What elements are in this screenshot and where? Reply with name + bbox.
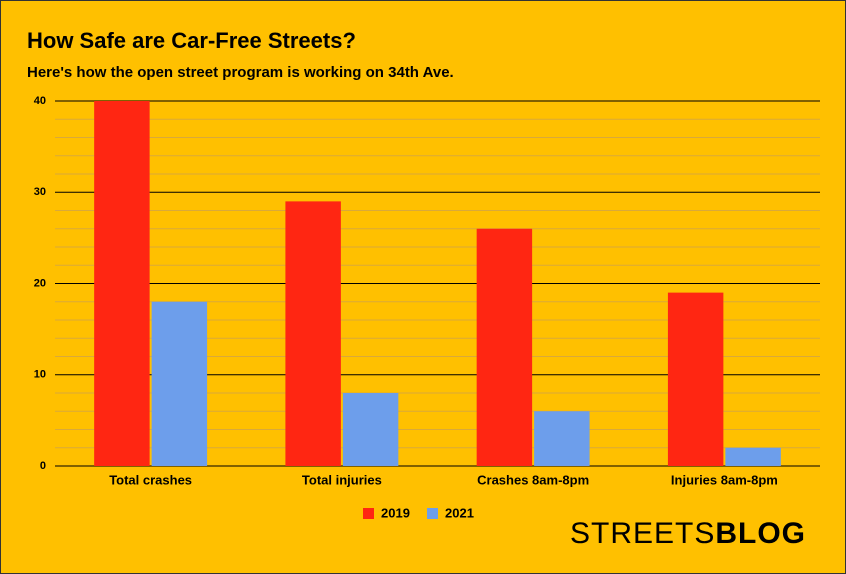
bar bbox=[476, 228, 533, 466]
x-tick-label: Total crashes bbox=[109, 472, 192, 487]
y-tick-label: 20 bbox=[34, 277, 46, 289]
logo: STREETSBLOG bbox=[570, 517, 806, 550]
bar bbox=[342, 393, 399, 466]
bar bbox=[151, 301, 208, 466]
legend-label: 2019 bbox=[381, 505, 410, 520]
logo-regular: STREETS bbox=[570, 517, 715, 550]
legend-label: 2021 bbox=[445, 505, 474, 520]
y-tick-label: 10 bbox=[34, 369, 46, 381]
bar bbox=[285, 201, 341, 466]
y-tick-label: 0 bbox=[40, 460, 46, 472]
x-tick-label: Crashes 8am-8pm bbox=[477, 472, 589, 487]
legend-swatch bbox=[427, 508, 438, 519]
y-tick-label: 40 bbox=[34, 95, 46, 107]
logo-bold: BLOG bbox=[715, 517, 806, 550]
x-tick-label: Injuries 8am-8pm bbox=[671, 472, 778, 487]
chart-title: How Safe are Car-Free Streets? bbox=[27, 28, 356, 53]
chart-subtitle: Here's how the open street program is wo… bbox=[27, 64, 454, 81]
bar bbox=[725, 447, 781, 466]
legend-swatch bbox=[363, 508, 374, 519]
bar bbox=[667, 292, 724, 466]
y-tick-label: 30 bbox=[34, 186, 46, 198]
x-tick-label: Total injuries bbox=[302, 472, 382, 487]
bar bbox=[94, 101, 150, 466]
bar bbox=[534, 411, 590, 466]
